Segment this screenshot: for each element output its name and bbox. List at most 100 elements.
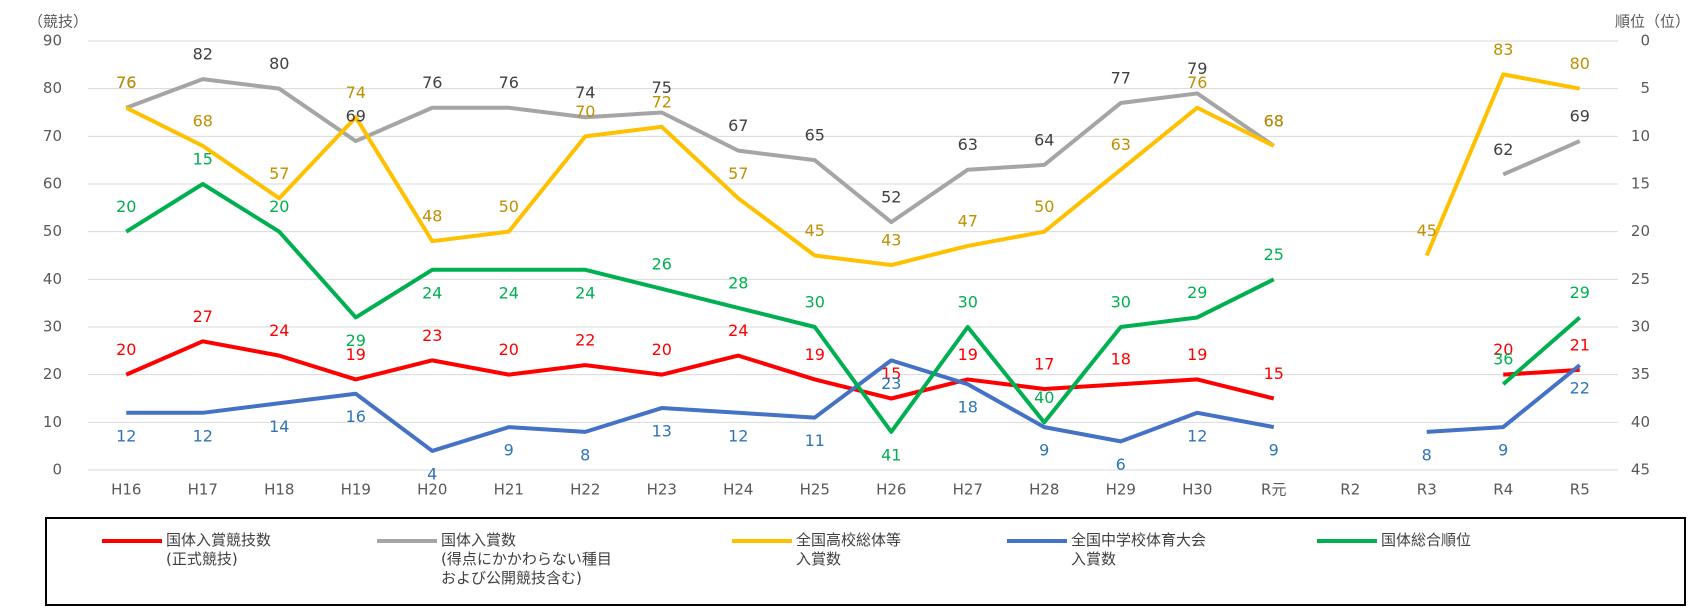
y-tick-label: 0 <box>52 461 62 479</box>
y-tick-label: 60 <box>43 175 62 193</box>
y2-tick-label: 25 <box>1631 270 1650 288</box>
data-label: 45 <box>805 221 825 240</box>
x-tick-label: H24 <box>723 481 753 499</box>
y2-tick-label: 20 <box>1631 222 1650 240</box>
data-label: 80 <box>1570 54 1590 73</box>
data-label: 67 <box>728 116 748 135</box>
data-label: 30 <box>805 293 825 312</box>
data-label: 22 <box>575 331 595 350</box>
legend-item: 全国中学校体育大会 入賞数 <box>1007 531 1206 569</box>
legend-label: 全国中学校体育大会 入賞数 <box>1071 531 1207 568</box>
y-tick-label: 50 <box>43 222 62 240</box>
data-label: 9 <box>1039 441 1049 460</box>
data-label: 45 <box>1417 221 1437 240</box>
data-label: 47 <box>958 211 978 230</box>
data-label: 74 <box>575 83 595 102</box>
x-tick-label: H16 <box>111 481 141 499</box>
data-label: 41 <box>881 445 901 464</box>
data-label: 75 <box>652 78 672 97</box>
legend-label: 全国高校総体等 入賞数 <box>796 531 902 568</box>
data-label: 19 <box>1187 345 1207 364</box>
legend-item: 国体入賞数 (得点にかかわらない種目 および公開競技含む) <box>377 531 612 588</box>
data-label: 83 <box>1493 40 1513 59</box>
data-label: 9 <box>1498 441 1508 460</box>
data-label: 24 <box>728 321 748 340</box>
data-label: 23 <box>881 374 901 393</box>
data-label: 4 <box>427 464 437 483</box>
data-label: 20 <box>1493 340 1513 359</box>
data-label: 30 <box>1111 293 1131 312</box>
legend: 国体入賞競技数 (正式競技) 国体入賞数 (得点にかかわらない種目 および公開競技… <box>45 517 1686 606</box>
data-label: 63 <box>958 135 978 154</box>
data-label: 52 <box>881 188 901 207</box>
y2-tick-label: 5 <box>1640 79 1650 97</box>
x-tick-label: H25 <box>800 481 830 499</box>
data-label: 50 <box>499 197 519 216</box>
data-label: 76 <box>1187 73 1207 92</box>
data-label: 21 <box>1570 335 1590 354</box>
x-tick-label: H27 <box>953 481 983 499</box>
data-label: 8 <box>580 445 590 464</box>
legend-item: 全国高校総体等 入賞数 <box>732 531 901 569</box>
data-label: 24 <box>575 283 595 302</box>
data-label: 68 <box>1264 111 1284 130</box>
data-label: 76 <box>422 73 442 92</box>
series-line <box>125 77 1581 225</box>
x-tick-label: H29 <box>1106 481 1136 499</box>
data-label: 64 <box>1034 130 1054 149</box>
y-tick-label: 40 <box>43 270 62 288</box>
data-label: 18 <box>958 398 978 417</box>
data-label: 11 <box>805 431 825 450</box>
x-tick-label: R3 <box>1417 481 1437 499</box>
data-label: 50 <box>1034 197 1054 216</box>
data-label: 29 <box>1187 283 1207 302</box>
data-label: 20 <box>116 340 136 359</box>
legend-swatch <box>1007 539 1067 543</box>
data-label: 62 <box>1493 140 1513 159</box>
data-label: 40 <box>1034 388 1054 407</box>
legend-swatch <box>102 539 162 543</box>
y-tick-label: 80 <box>43 79 62 97</box>
data-label: 74 <box>346 83 366 102</box>
data-label: 6 <box>1116 455 1126 474</box>
x-tick-label: R元 <box>1261 481 1286 499</box>
series-line <box>126 358 1582 453</box>
data-label: 79 <box>1187 59 1207 78</box>
data-label: 76 <box>499 73 519 92</box>
data-label: 69 <box>1570 107 1590 126</box>
data-label: 9 <box>1269 441 1279 460</box>
data-label: 12 <box>193 426 213 445</box>
data-label: 20 <box>116 197 136 216</box>
x-tick-label: R2 <box>1340 481 1360 499</box>
series-line <box>125 182 1582 434</box>
data-label: 68 <box>193 111 213 130</box>
data-label: 69 <box>346 107 366 126</box>
x-tick-label: R4 <box>1493 481 1513 499</box>
x-tick-label: H22 <box>570 481 600 499</box>
data-label: 12 <box>116 426 136 445</box>
legend-swatch <box>732 539 792 543</box>
data-label: 57 <box>728 164 748 183</box>
data-label: 16 <box>346 407 366 426</box>
legend-item: 国体総合順位 <box>1317 531 1471 550</box>
data-label: 24 <box>269 321 289 340</box>
y2-tick-label: 10 <box>1631 127 1650 145</box>
legend-swatch <box>1317 539 1377 543</box>
data-label: 57 <box>269 164 289 183</box>
x-tick-label: H28 <box>1029 481 1059 499</box>
data-label: 19 <box>958 345 978 364</box>
legend-swatch <box>377 539 437 543</box>
data-label: 30 <box>958 293 978 312</box>
data-label: 22 <box>1570 379 1590 398</box>
data-label: 68 <box>1264 111 1284 130</box>
data-label: 76 <box>116 73 136 92</box>
y2-axis-label: 順位（位） <box>1615 13 1690 31</box>
y2-tick-label: 40 <box>1631 413 1650 431</box>
data-label: 26 <box>652 254 672 273</box>
data-label: 18 <box>1111 350 1131 369</box>
data-label: 15 <box>193 150 213 169</box>
data-label: 63 <box>1111 135 1131 154</box>
x-tick-label: H20 <box>417 481 447 499</box>
